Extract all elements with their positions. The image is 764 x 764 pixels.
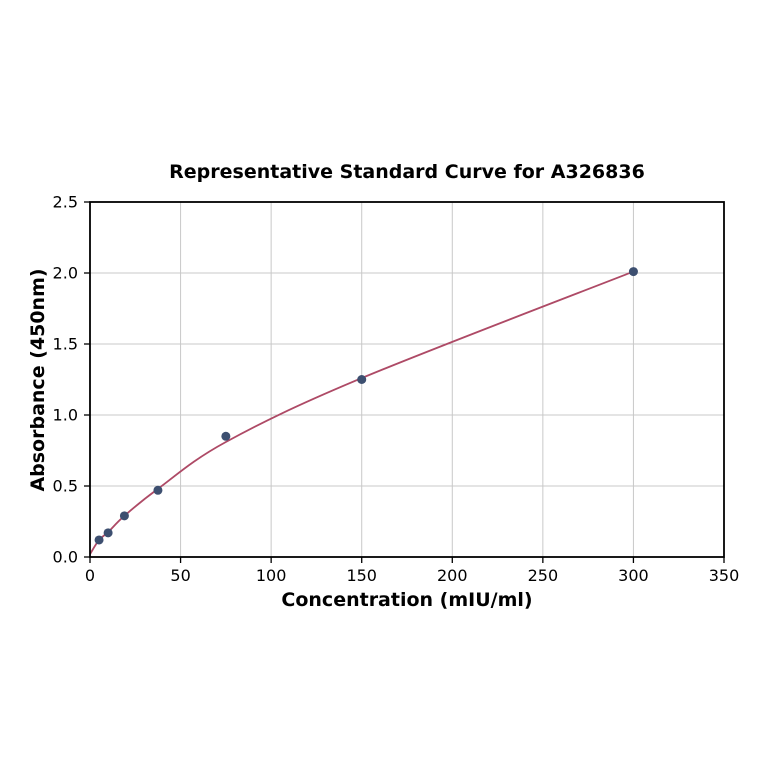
plot-border (89, 201, 725, 558)
y-axis-label: Absorbance (450nm) (27, 268, 49, 492)
data-point (103, 528, 113, 538)
y-tick-label: 1.0 (53, 406, 78, 425)
data-point (119, 511, 129, 521)
data-point (628, 267, 638, 277)
data-point (357, 375, 367, 384)
y-tick-label: 0.5 (53, 477, 78, 496)
axis-ticks (84, 201, 725, 563)
tick-labels: 0 50 100 150 200 250 300 350 0.0 0.5 1.0 1.5 2.0 2.5 (53, 193, 740, 586)
data-point (94, 535, 104, 545)
x-tick-label: 350 (709, 566, 740, 585)
x-axis-label: Concentration (mIU/ml) (281, 589, 533, 611)
x-tick-label: 50 (170, 566, 190, 585)
data-point (221, 431, 231, 441)
y-tick-label: 1.5 (53, 335, 78, 354)
x-tick-label: 250 (528, 566, 559, 585)
grid-lines (89, 201, 725, 558)
y-tick-label: 0.0 (53, 548, 78, 567)
fit-curve-line (89, 270, 634, 555)
x-tick-label: 0 (85, 566, 95, 585)
x-tick-label: 200 (437, 566, 468, 585)
chart-title: Representative Standard Curve for A32683… (169, 161, 645, 183)
y-tick-label: 2.5 (53, 193, 78, 212)
data-point (153, 485, 163, 495)
x-tick-label: 300 (618, 566, 649, 585)
y-tick-label: 2.0 (53, 264, 78, 283)
x-tick-label: 150 (346, 566, 377, 585)
x-tick-label: 100 (256, 566, 287, 585)
